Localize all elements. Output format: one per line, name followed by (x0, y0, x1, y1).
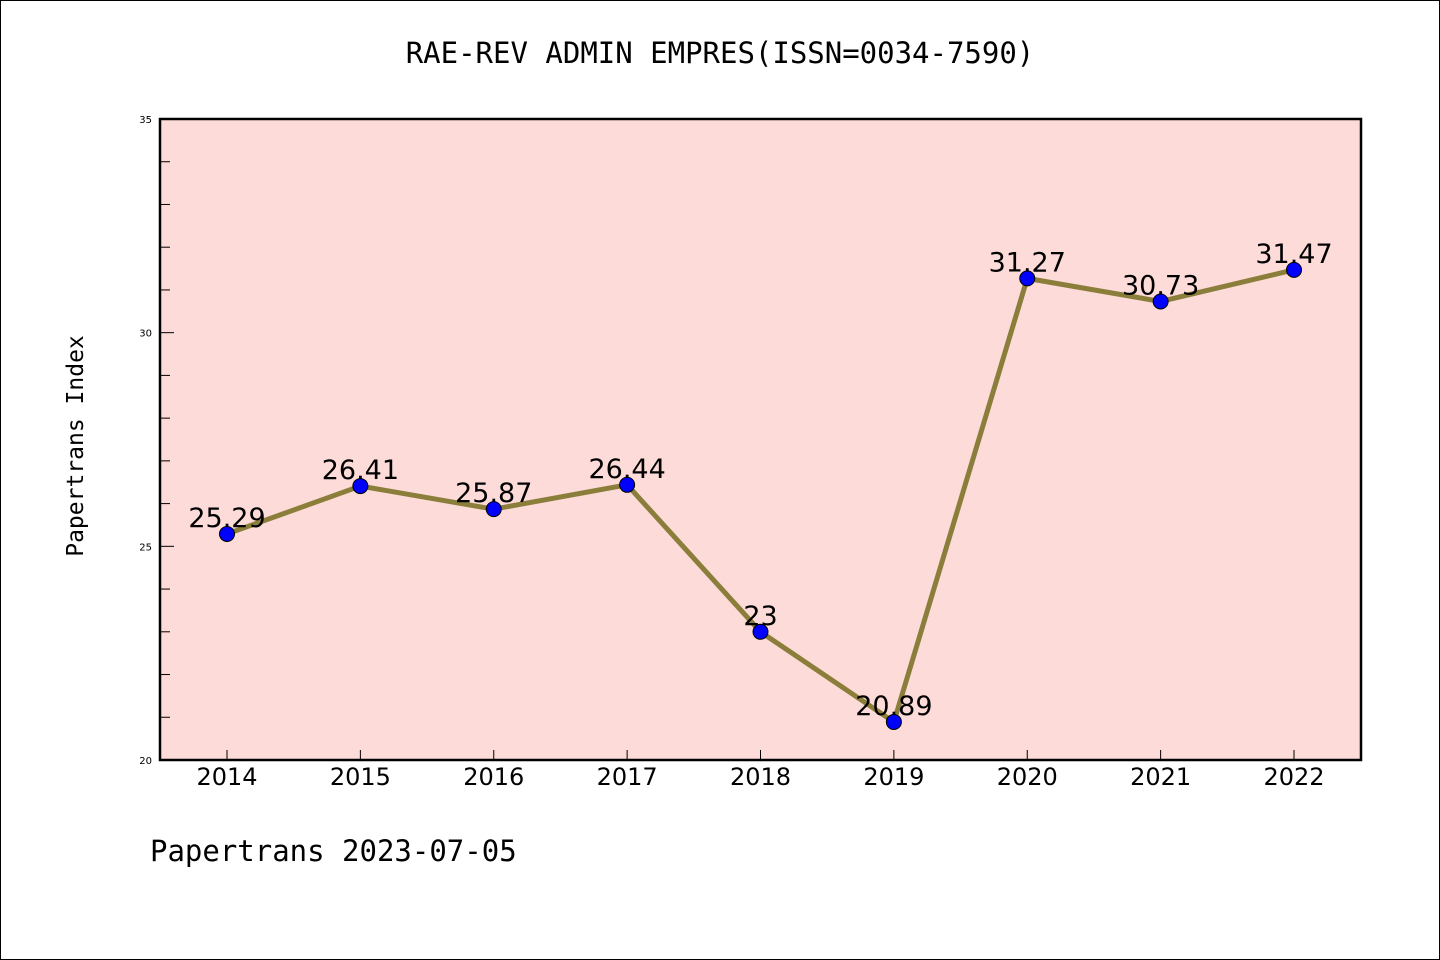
data-point (885, 713, 902, 730)
data-label: 25.29 (188, 503, 265, 534)
data-point (619, 476, 636, 493)
x-tick-label: 2014 (196, 763, 257, 791)
y-tick-label: 20 (139, 756, 152, 767)
data-label: 20.89 (855, 691, 932, 722)
y-tick-label: 35 (139, 115, 152, 126)
data-point (219, 525, 235, 542)
x-tick-label: 2022 (1263, 763, 1324, 791)
data-label: 31.27 (989, 247, 1066, 278)
x-tick-label: 2016 (463, 763, 524, 791)
data-label: 26.41 (322, 455, 399, 486)
y-tick-label: 30 (139, 329, 152, 340)
data-markers (219, 261, 1302, 730)
data-point (1019, 270, 1036, 287)
data-point (485, 501, 502, 518)
x-tick-label: 2021 (1130, 763, 1191, 791)
data-point (1152, 293, 1169, 310)
data-label: 31.47 (1255, 239, 1332, 270)
chart-title: RAE-REV ADMIN EMPRES(ISSN=0034-7590) (405, 36, 1035, 70)
x-tick-label: 2019 (863, 763, 924, 791)
data-point (1286, 261, 1302, 278)
x-tick-label: 2017 (597, 763, 658, 791)
x-tick-label: 2015 (330, 763, 391, 791)
data-point (752, 623, 769, 640)
footer-note: Papertrans 2023-07-05 (150, 834, 517, 868)
x-tick-label: 2020 (997, 763, 1058, 791)
x-axis-ticks: 2014 2015 2016 2017 2018 2019 2020 2021 2022 (196, 750, 1325, 791)
plot-border (158, 117, 1363, 762)
data-labels: 25.29 26.41 25.87 26.44 23 20.89 31.27 30.73 31.… (188, 239, 1332, 722)
plot-area (160, 119, 1361, 760)
data-point (352, 478, 369, 495)
data-label: 30.73 (1122, 270, 1199, 301)
data-label: 23 (743, 601, 777, 632)
x-tick-label: 2018 (730, 763, 791, 791)
y-tick-label: 25 (139, 542, 152, 553)
y-minor-ticks (160, 161, 170, 718)
data-label: 25.87 (455, 478, 532, 509)
data-label: 26.44 (588, 454, 665, 485)
